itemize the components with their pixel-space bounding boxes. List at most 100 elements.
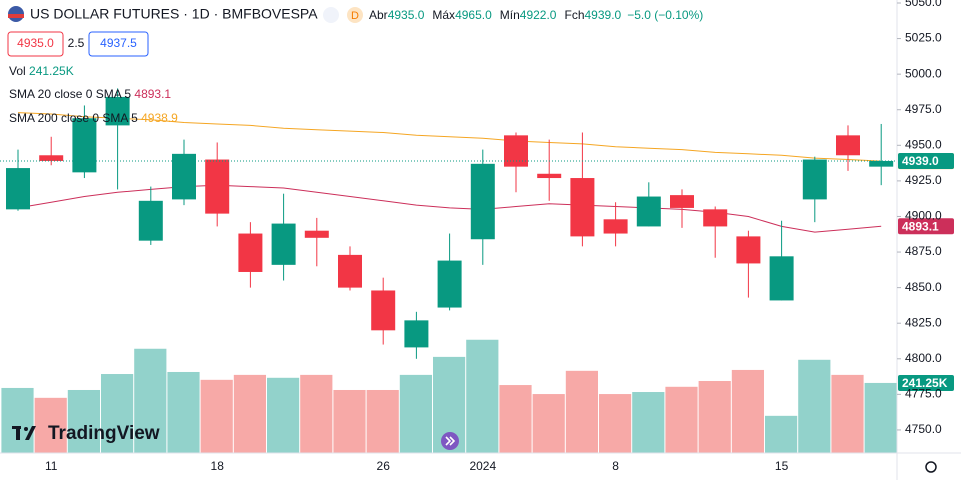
goto-icon bbox=[445, 436, 456, 446]
volume-bar bbox=[101, 374, 134, 453]
spread: 2.5 bbox=[68, 36, 85, 50]
volume-bar bbox=[864, 382, 897, 453]
volume-bar bbox=[366, 389, 399, 453]
sma-value-box bbox=[898, 218, 954, 235]
last-price-label: 4939.0 bbox=[902, 154, 939, 168]
y-tick-label: 4850.0 bbox=[905, 280, 942, 294]
candle-body bbox=[338, 254, 362, 288]
y-tick-label: 4925.0 bbox=[905, 173, 942, 187]
candle-body bbox=[404, 320, 429, 348]
volume-bar bbox=[665, 386, 698, 453]
candle-body bbox=[504, 135, 528, 167]
candle-body bbox=[570, 178, 595, 237]
volume-bar bbox=[1, 387, 34, 453]
volume-bar bbox=[34, 397, 67, 453]
y-tick-label: 5050.0 bbox=[905, 0, 942, 9]
badge[interactable] bbox=[323, 7, 339, 23]
volume-bar bbox=[399, 374, 432, 453]
x-tick-label: 26 bbox=[377, 459, 391, 473]
volume-bar bbox=[599, 394, 632, 453]
candle-body bbox=[869, 160, 894, 167]
volume-legend: Vol 241.25K bbox=[9, 64, 74, 78]
logo-icon bbox=[25, 426, 36, 440]
candle-body bbox=[736, 236, 761, 264]
chart-title: US DOLLAR FUTURES · 1D · BMFBOVESPA bbox=[30, 6, 318, 22]
y-tick-label: 4775.0 bbox=[905, 387, 942, 401]
volume-bar bbox=[333, 389, 366, 453]
y-tick-label: 4975.0 bbox=[905, 102, 942, 116]
y-tick-label: 5000.0 bbox=[905, 66, 942, 80]
candle-body bbox=[836, 135, 860, 156]
ask: 4937.5 bbox=[100, 36, 137, 50]
candle-body bbox=[371, 290, 396, 331]
volume-bar bbox=[167, 371, 200, 453]
logo-icon bbox=[24, 427, 28, 431]
logo: TradingView bbox=[48, 423, 160, 444]
candle-body bbox=[72, 118, 97, 173]
volume-bar bbox=[300, 374, 333, 453]
volume-bar bbox=[831, 374, 864, 453]
volume-bar bbox=[466, 339, 499, 453]
candle-body bbox=[105, 96, 130, 126]
volume-bar bbox=[499, 385, 532, 453]
x-tick-label: 8 bbox=[612, 459, 619, 473]
candle-body bbox=[636, 196, 661, 227]
y-tick-label: 4800.0 bbox=[905, 351, 942, 365]
x-tick-label: 15 bbox=[775, 459, 789, 473]
y-tick-label: 4900.0 bbox=[905, 209, 942, 223]
bid-box[interactable] bbox=[7, 31, 64, 57]
sma-line bbox=[17, 184, 882, 233]
flag-icon bbox=[8, 14, 24, 18]
volume-value-box bbox=[898, 374, 954, 391]
volume-bar bbox=[632, 392, 665, 453]
volume-bar bbox=[798, 359, 831, 453]
volume-bar bbox=[731, 369, 764, 453]
candle-body bbox=[703, 209, 728, 227]
candle-body bbox=[304, 230, 329, 238]
sma-value-label: 4893.1 bbox=[902, 219, 939, 233]
candle-body bbox=[802, 159, 827, 200]
candle-body bbox=[537, 173, 562, 179]
volume-bar bbox=[532, 394, 565, 453]
candle-body bbox=[470, 163, 495, 240]
ohlc-legend: Abr4935.0 Máx4965.0 Mín4922.0 Fch4939.0 −5.0… bbox=[369, 8, 703, 22]
candle-body bbox=[238, 233, 263, 272]
candle-body bbox=[437, 260, 462, 308]
volume-bar bbox=[698, 380, 731, 453]
settings-icon[interactable] bbox=[925, 461, 937, 473]
volume-bar bbox=[134, 348, 167, 453]
badge[interactable] bbox=[347, 7, 363, 23]
sma-legend: SMA 200 close 0 SMA 5 4938.9 bbox=[9, 111, 178, 125]
sma-legend: SMA 20 close 0 SMA 5 4893.1 bbox=[9, 87, 171, 101]
x-tick-label: 2024 bbox=[469, 459, 496, 473]
volume-bar bbox=[565, 370, 598, 453]
candle-body bbox=[271, 223, 296, 265]
y-tick-label: 5025.0 bbox=[905, 31, 942, 45]
volume-bar bbox=[67, 389, 100, 453]
candle-body bbox=[769, 256, 794, 301]
candle-body bbox=[670, 195, 694, 208]
y-tick-label: 4825.0 bbox=[905, 315, 942, 329]
last-price-box bbox=[898, 152, 954, 169]
volume-bar bbox=[267, 377, 300, 453]
sma-line bbox=[17, 112, 882, 162]
volume-bar bbox=[233, 374, 266, 453]
y-tick-label: 4750.0 bbox=[905, 422, 942, 436]
x-tick-label: 11 bbox=[45, 459, 58, 473]
volume-bar bbox=[765, 415, 798, 453]
bid: 4935.0 bbox=[17, 36, 54, 50]
candle-body bbox=[6, 168, 30, 210]
overlay: US DOLLAR FUTURES · 1D · BMFBOVESPA D Ab… bbox=[7, 6, 954, 473]
ask-box[interactable] bbox=[88, 31, 149, 57]
volume-value-label: 241.25K bbox=[902, 376, 948, 390]
volume-bar bbox=[200, 379, 233, 453]
badge-label: D bbox=[351, 10, 359, 22]
logo-icon bbox=[16, 426, 20, 440]
candle-body bbox=[138, 200, 163, 241]
y-tick-label: 4875.0 bbox=[905, 244, 942, 258]
plot-area bbox=[0, 88, 897, 453]
candle-body bbox=[39, 155, 64, 161]
y-tick-label: 4950.0 bbox=[905, 137, 942, 151]
x-tick-label: 18 bbox=[211, 459, 225, 473]
